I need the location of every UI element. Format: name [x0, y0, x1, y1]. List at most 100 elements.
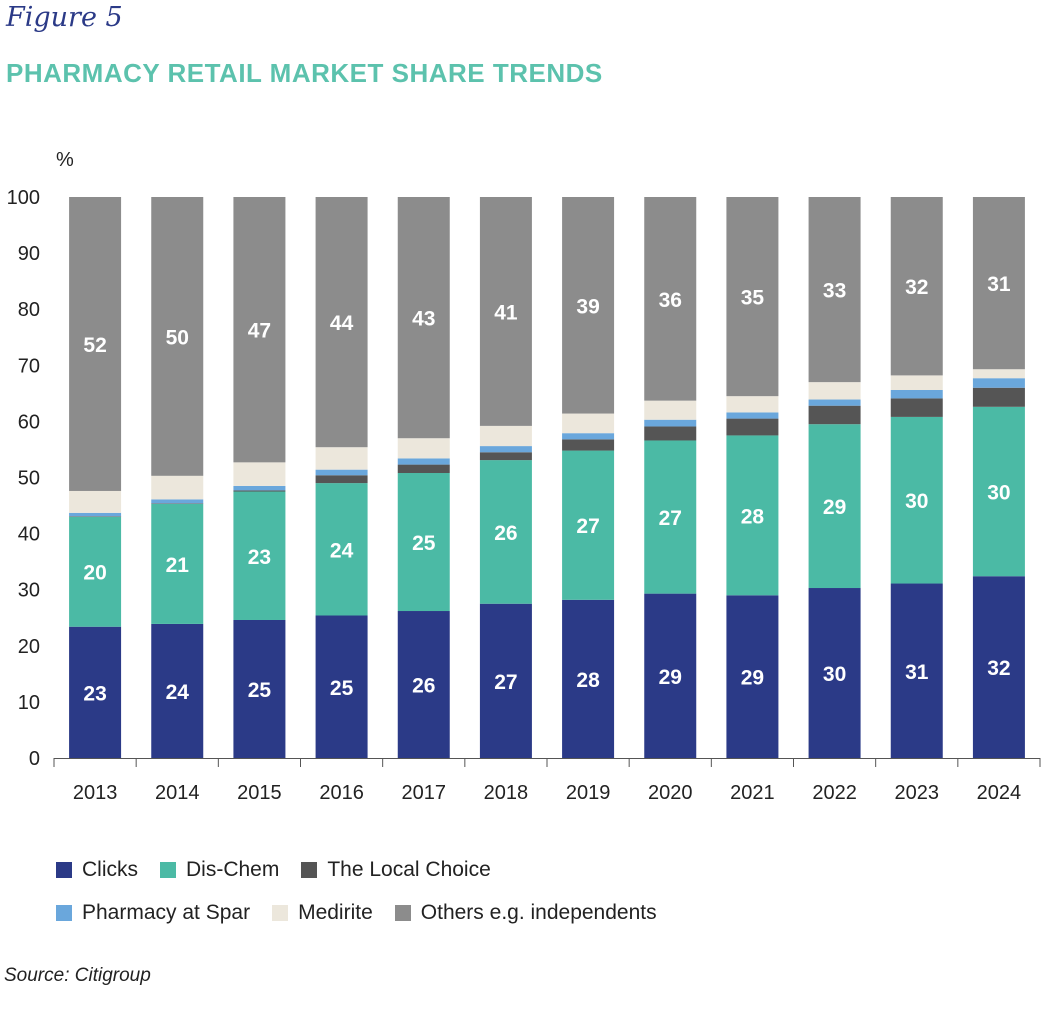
- data-label: 26: [494, 522, 517, 545]
- bar-segment-clicks-2023: [890, 583, 943, 758]
- bar-segment-others-e-g-independents-2019: [562, 197, 615, 414]
- bar-segment-pharmacy-at-spar-2014: [151, 499, 204, 504]
- y-tick-label: 90: [18, 243, 40, 265]
- bar-segment-medirite-2020: [644, 400, 697, 420]
- data-label: 33: [823, 280, 846, 303]
- x-tick-label: 2022: [812, 782, 857, 804]
- bar-segment-others-e-g-independents-2021: [726, 197, 779, 397]
- bar-segment-pharmacy-at-spar-2021: [726, 412, 779, 419]
- legend-label: Medirite: [298, 900, 373, 924]
- y-tick-label: 10: [18, 692, 40, 714]
- data-label: 27: [659, 507, 682, 530]
- bar-segment-the-local-choice-2021: [726, 418, 779, 436]
- y-tick-label: 70: [18, 355, 40, 377]
- bar-segment-pharmacy-at-spar-2018: [479, 446, 532, 453]
- bar-segment-dis-chem-2024: [972, 406, 1025, 577]
- bar-segment-clicks-2018: [479, 603, 532, 758]
- legend-swatch: [160, 861, 176, 878]
- bar-segment-medirite-2014: [151, 475, 204, 500]
- bar-segment-others-e-g-independents-2015: [233, 197, 286, 463]
- data-label: 28: [741, 505, 765, 528]
- data-label: 23: [248, 546, 271, 569]
- bar-segment-clicks-2015: [233, 619, 286, 758]
- x-tick-label: 2018: [484, 782, 529, 804]
- bar-segment-others-e-g-independents-2023: [890, 197, 943, 376]
- bar-segment-medirite-2024: [972, 369, 1025, 379]
- y-tick-label: 30: [18, 580, 40, 602]
- data-label: 25: [248, 679, 272, 702]
- bar-segment-medirite-2023: [890, 375, 943, 390]
- legend-swatch: [301, 861, 318, 878]
- x-tick-label: 2021: [730, 782, 775, 804]
- bar-segment-clicks-2020: [644, 593, 697, 758]
- bar-segment-the-local-choice-2017: [397, 464, 450, 474]
- data-label: 41: [494, 301, 518, 324]
- data-label: 31: [987, 273, 1011, 296]
- data-label: 29: [659, 666, 682, 689]
- bar-segment-dis-chem-2018: [479, 460, 532, 604]
- data-label: 29: [741, 667, 764, 690]
- bar-segment-medirite-2013: [69, 490, 122, 513]
- data-label: 24: [166, 681, 190, 704]
- bar-segment-dis-chem-2019: [562, 450, 615, 600]
- bar-segment-others-e-g-independents-2017: [397, 197, 450, 439]
- y-tick-label: 80: [18, 299, 40, 321]
- legend-label: Dis-Chem: [186, 857, 280, 881]
- bar-segment-the-local-choice-2020: [644, 426, 697, 441]
- bar-segment-the-local-choice-2013: [69, 516, 122, 517]
- bar-segment-medirite-2018: [479, 425, 532, 447]
- legend-label: Pharmacy at Spar: [82, 900, 251, 924]
- x-tick-label: 2013: [73, 782, 118, 804]
- data-label: 47: [248, 320, 271, 343]
- data-label: 52: [83, 334, 106, 357]
- y-tick-label: 60: [18, 411, 40, 433]
- bar-segment-others-e-g-independents-2020: [644, 197, 697, 401]
- data-label: 43: [412, 308, 435, 331]
- legend-swatch: [272, 904, 289, 921]
- bar-segment-dis-chem-2013: [69, 516, 122, 627]
- bar-segment-medirite-2017: [397, 438, 450, 459]
- data-label: 25: [412, 532, 436, 555]
- bar-segment-medirite-2022: [808, 382, 861, 400]
- data-label: 27: [494, 671, 517, 694]
- bar-segment-clicks-2024: [972, 576, 1025, 758]
- data-label: 35: [741, 287, 765, 310]
- legend-swatch: [394, 904, 411, 921]
- legend-swatch: [56, 861, 72, 878]
- figure-title: PHARMACY RETAIL MARKET SHARE TRENDS: [6, 58, 603, 88]
- legend-label: Clicks: [82, 857, 138, 881]
- data-label: 27: [576, 515, 599, 538]
- x-tick-label: 2023: [895, 782, 940, 804]
- bar-segment-others-e-g-independents-2016: [315, 197, 368, 448]
- data-label: 29: [823, 496, 846, 519]
- x-tick-label: 2014: [155, 782, 200, 804]
- data-label: 26: [412, 675, 435, 698]
- bar-segment-pharmacy-at-spar-2015: [233, 485, 286, 491]
- data-label: 28: [576, 669, 600, 692]
- y-tick-label: 50: [18, 468, 40, 490]
- x-tick-label: 2016: [319, 782, 364, 804]
- bar-segment-dis-chem-2022: [808, 424, 861, 589]
- bar-segment-others-e-g-independents-2013: [69, 197, 122, 491]
- bar-segment-clicks-2022: [808, 588, 861, 758]
- data-label: 24: [330, 539, 354, 562]
- bar-segment-the-local-choice-2019: [562, 439, 615, 451]
- data-label: 30: [905, 490, 928, 513]
- data-label: 32: [905, 276, 928, 299]
- bar-segment-medirite-2016: [315, 447, 368, 470]
- bar-segment-pharmacy-at-spar-2016: [315, 469, 368, 476]
- bar-segment-pharmacy-at-spar-2024: [972, 378, 1025, 388]
- y-axis: 0 10 20 30 40 50 60 70 80 90 100: [7, 187, 40, 770]
- bar-segment-clicks-2017: [397, 611, 450, 758]
- data-label: 25: [330, 677, 354, 700]
- data-label: 36: [659, 289, 682, 312]
- legend-item: The Local Choice: [301, 857, 491, 882]
- bar-segment-pharmacy-at-spar-2013: [69, 512, 122, 517]
- data-label: 21: [166, 554, 190, 577]
- legend-label: The Local Choice: [327, 857, 491, 881]
- y-axis-unit-label: %: [56, 149, 74, 171]
- legend-item: Medirite: [272, 901, 373, 925]
- x-tick-label: 2019: [566, 782, 611, 804]
- bars: 23 20 52 24 21 50 25 23 47 25 24 44 26 25 43 27 26 41 28 27…: [69, 197, 1025, 758]
- bar-segment-the-local-choice-2016: [315, 475, 368, 484]
